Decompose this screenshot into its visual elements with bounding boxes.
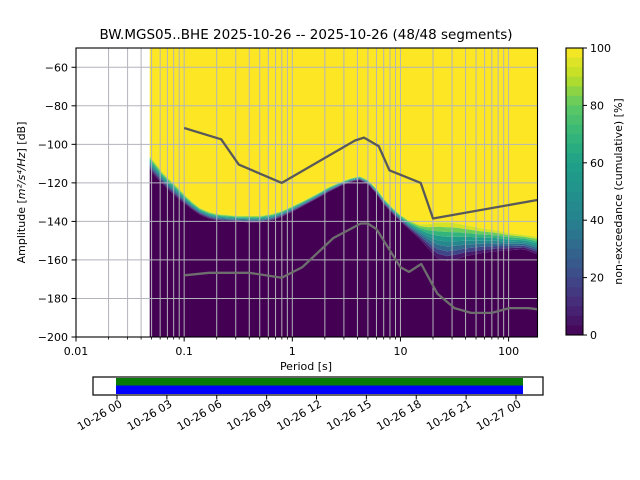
- coverage-box-frame: [92, 376, 544, 396]
- colorbar-segment: [566, 172, 583, 183]
- y-tick-label: −100: [38, 138, 68, 151]
- coverage-data-bar: [116, 385, 523, 394]
- x-axis-label: Period [s]: [280, 360, 332, 373]
- colorbar-segment: [566, 239, 583, 250]
- colorbar-tick-label: 60: [590, 157, 604, 170]
- colorbar-segment: [566, 57, 583, 68]
- time-tick-label: 10-26 18: [374, 397, 423, 433]
- colorbar-segment: [566, 76, 583, 87]
- colorbar-segment: [566, 124, 583, 135]
- time-tick-label: 10-26 15: [325, 397, 374, 433]
- y-tick-label: −180: [38, 292, 68, 305]
- y-axis-label: Amplitude [m²/s⁴/Hz] [dB]: [15, 122, 28, 264]
- time-tick-label: 10-27 00: [474, 397, 523, 433]
- x-tick-label: 0.01: [64, 345, 89, 358]
- y-tick-label: −140: [38, 215, 68, 228]
- colorbar-segment: [566, 48, 583, 58]
- colorbar-segment: [566, 287, 583, 298]
- colorbar-segment: [566, 191, 583, 202]
- noise-model-layer: [183, 126, 538, 315]
- colorbar-layer: 0 20 40 60 80 100: [565, 42, 611, 342]
- time-tick-label: 10-26 00: [75, 397, 124, 433]
- time-tick-label: 10-26 09: [225, 397, 274, 433]
- time-tick-label: 10-26 03: [125, 397, 174, 433]
- colorbar-segment: [566, 296, 583, 307]
- colorbar-segment: [566, 325, 583, 336]
- time-tick-label: 10-26 12: [275, 397, 324, 433]
- colorbar-tick-label: 0: [590, 329, 597, 342]
- plot-frame: [75, 47, 539, 338]
- nhnm-curve: [183, 126, 538, 220]
- colorbar-segment: [566, 201, 583, 212]
- plot-title: BW.MGS05..BHE 2025-10-26 -- 2025-10-26 (…: [99, 27, 512, 43]
- x-tick-label: 1: [289, 345, 296, 358]
- axes-frame-layer: [75, 47, 539, 338]
- colorbar-segment: [566, 258, 583, 269]
- colorbar-segment: [566, 306, 583, 317]
- nlnm-curve: [184, 222, 538, 315]
- y-tick-label: −80: [45, 100, 68, 113]
- time-tick-label: 10-26 06: [175, 397, 224, 433]
- colorbar-segment: [566, 95, 583, 106]
- y-tick-label: −120: [38, 177, 68, 190]
- colorbar-segment: [566, 153, 583, 164]
- grid-layer: [76, 48, 538, 337]
- x-tick-label: 10: [393, 345, 407, 358]
- colorbar-segment: [566, 315, 583, 326]
- colorbar-segment: [566, 181, 583, 192]
- colorbar-segment: [566, 229, 583, 240]
- time-tick-label: 10-26 21: [424, 397, 473, 433]
- y-tick-label: −60: [45, 61, 68, 74]
- coverage-used-bar: [116, 378, 523, 386]
- colorbar-tick-label: 20: [590, 272, 604, 285]
- colorbar-segment: [566, 86, 583, 97]
- tick-layer: 0.01 0.1 1 10 100 −60 −80 −100 −120 −140 −160 −180 −…: [38, 61, 519, 358]
- colorbar-segment: [566, 210, 583, 221]
- colorbar-segment: [566, 248, 583, 259]
- colorbar-frame: [565, 47, 584, 336]
- colorbar-tick-label: 80: [590, 99, 604, 112]
- colorbar-tick-label: 40: [590, 214, 604, 227]
- colorbar-segment: [566, 277, 583, 288]
- colorbar-segment: [566, 67, 583, 78]
- colorbar-segment: [566, 114, 583, 125]
- colorbar-segment: [566, 143, 583, 154]
- y-tick-label: −200: [38, 331, 68, 344]
- colorbar-tick-label: 100: [590, 42, 611, 55]
- x-tick-label: 100: [498, 345, 519, 358]
- colorbar-label: non-exceedance (cumulative) [%]: [612, 98, 625, 284]
- y-tick-label: −160: [38, 254, 68, 267]
- time-coverage-layer: 10-26 00 10-26 03 10-26 06 10-26 09 10-26 12…: [75, 376, 544, 433]
- colorbar-segment: [566, 162, 583, 173]
- x-tick-label: 0.1: [175, 345, 193, 358]
- colorbar-segment: [566, 268, 583, 278]
- colorbar-segment: [566, 105, 583, 116]
- colorbar-segment: [566, 220, 583, 231]
- colorbar-segment: [566, 134, 583, 145]
